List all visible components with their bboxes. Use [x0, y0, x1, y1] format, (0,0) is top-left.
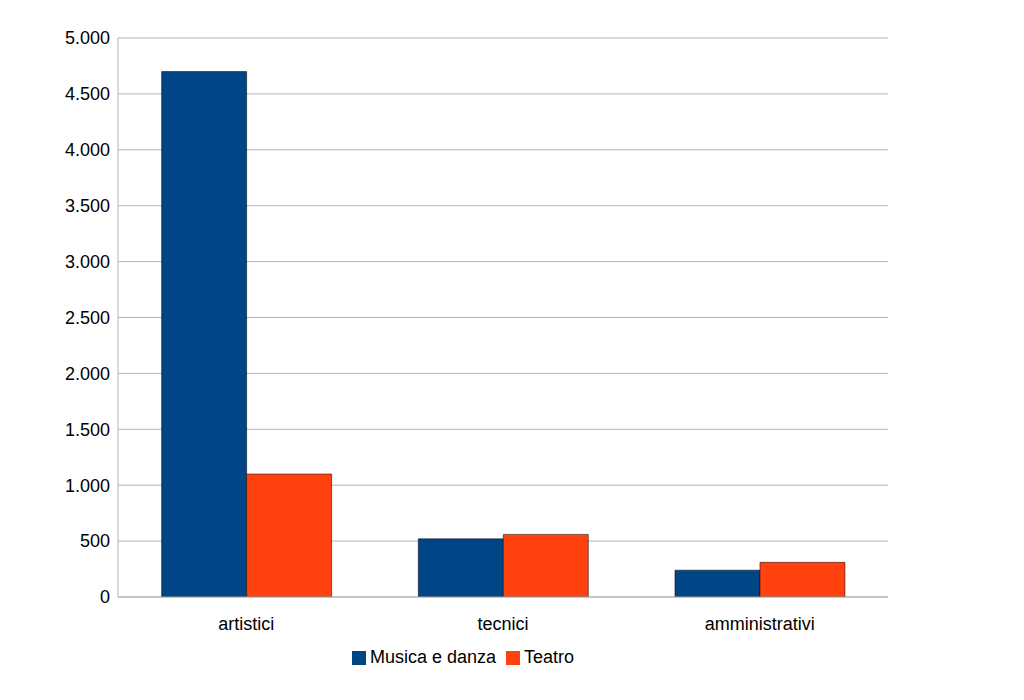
svg-text:artistici: artistici: [218, 614, 274, 634]
svg-text:2.500: 2.500: [65, 308, 110, 328]
svg-text:amministrativi: amministrativi: [705, 614, 815, 634]
svg-text:3.500: 3.500: [65, 196, 110, 216]
svg-text:4.500: 4.500: [65, 84, 110, 104]
svg-text:500: 500: [80, 531, 110, 551]
html-text:Musica e danza: Musica e danza: [369, 647, 496, 667]
svg-text:tecnici: tecnici: [477, 614, 528, 634]
svg-text:2.000: 2.000: [65, 364, 110, 384]
html-text:Teatro: Teatro: [524, 647, 574, 667]
svg-text:3.000: 3.000: [65, 252, 110, 272]
svg-text:1.000: 1.000: [65, 476, 110, 496]
svg-text:5.000: 5.000: [65, 28, 110, 48]
svg-text:4.000: 4.000: [65, 140, 110, 160]
svg-text:1.500: 1.500: [65, 420, 110, 440]
svg-text:0: 0: [100, 587, 110, 607]
